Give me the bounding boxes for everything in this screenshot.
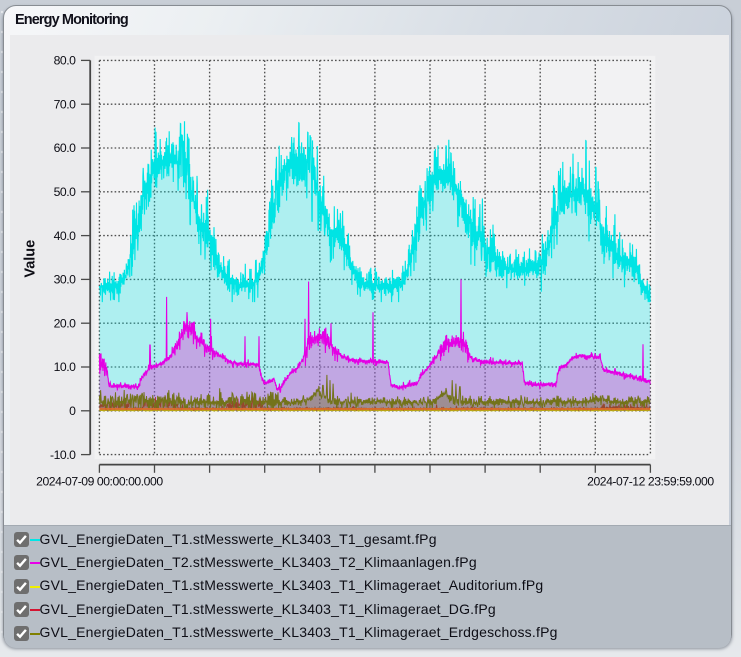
svg-text:80.0: 80.0 [54,54,77,68]
svg-text:70.0: 70.0 [54,97,77,111]
svg-text:60.0: 60.0 [54,141,77,155]
svg-text:2024-07-09 00:00:00.000: 2024-07-09 00:00:00.000 [36,475,163,489]
svg-text:40.0: 40.0 [54,229,77,243]
svg-text:10.0: 10.0 [54,360,77,374]
svg-text:20.0: 20.0 [54,316,77,330]
svg-text:0: 0 [69,404,76,418]
svg-text:Value: Value [23,240,39,278]
svg-text:-10.0: -10.0 [50,448,76,462]
svg-text:50.0: 50.0 [54,185,77,199]
svg-text:30.0: 30.0 [54,273,77,287]
svg-text:2024-07-12 23:59:59.000: 2024-07-12 23:59:59.000 [587,475,714,489]
